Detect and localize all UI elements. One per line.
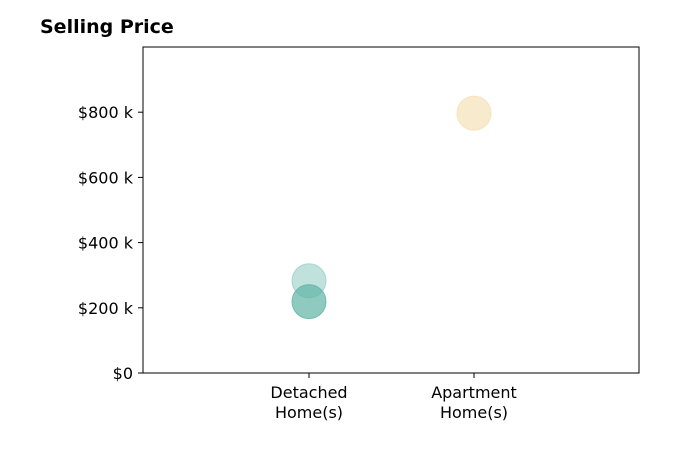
plot-frame <box>142 46 640 374</box>
data-point <box>456 95 492 131</box>
y-tick-label: $600 k <box>78 168 134 187</box>
x-tick-label: Home(s) <box>275 403 343 422</box>
y-tick-label: $800 k <box>78 103 134 122</box>
x-tick-label: Apartment <box>431 383 517 402</box>
data-point <box>291 284 327 320</box>
chart-title: Selling Price <box>40 16 174 38</box>
y-tick-label: $400 k <box>78 234 134 253</box>
y-tick-label: $200 k <box>78 299 134 318</box>
y-tick-label: $0 <box>113 364 133 383</box>
x-tick-label: Home(s) <box>440 403 508 422</box>
x-tick-label: Detached <box>270 383 347 402</box>
